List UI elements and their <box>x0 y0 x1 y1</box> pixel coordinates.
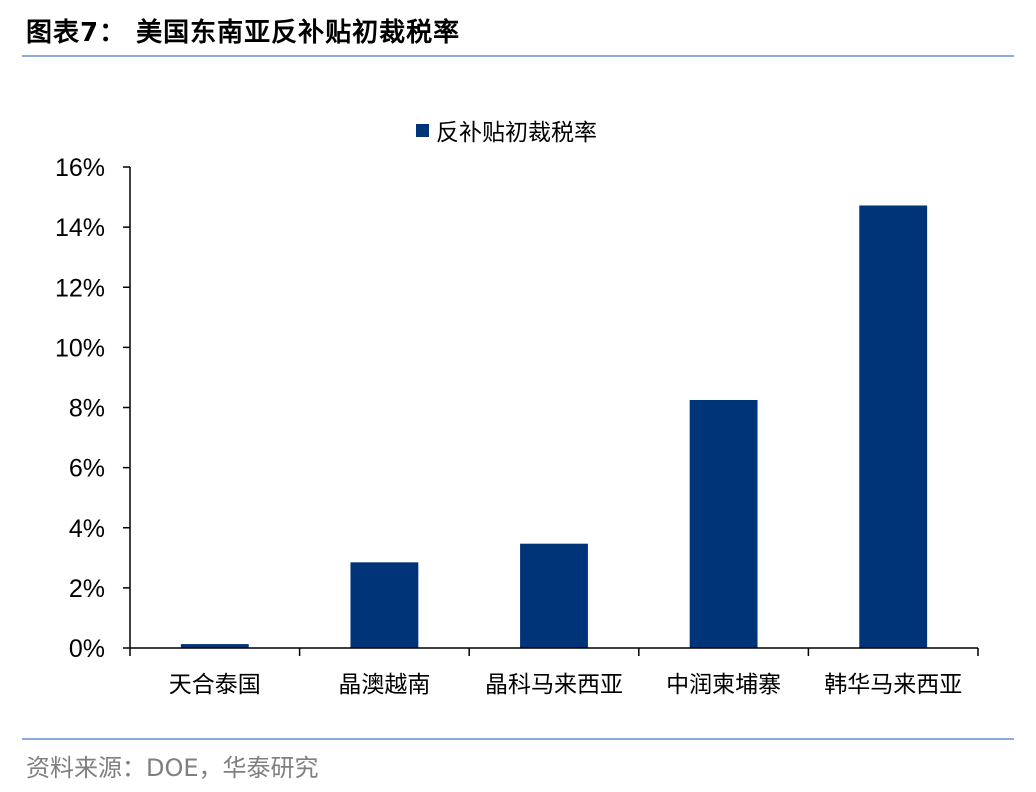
y-tick-label: 6% <box>69 455 105 483</box>
bar <box>520 543 588 648</box>
chart-legend: 反补贴初裁税率 <box>416 120 597 146</box>
source-note: 资料来源：DOE，华泰研究 <box>26 754 319 782</box>
x-axis-ticks <box>129 648 979 656</box>
legend-label: 反补贴初裁税率 <box>436 120 597 146</box>
figure-title: 图表7： 美国东南亚反补贴初裁税率 <box>26 18 461 48</box>
y-tick-label: 0% <box>69 635 105 663</box>
x-category-label: 中润柬埔寨 <box>666 672 781 698</box>
y-tick-label: 12% <box>55 274 105 302</box>
x-category-label: 韩华马来西亚 <box>824 672 962 698</box>
bar-series <box>180 205 928 649</box>
x-axis-labels: 天合泰国 晶澳越南 晶科马来西亚 中润柬埔寨 韩华马来西亚 <box>169 672 962 698</box>
bar <box>180 644 249 648</box>
footer-divider <box>22 738 1014 740</box>
bar <box>350 562 419 648</box>
y-tick-label: 2% <box>69 575 105 603</box>
bar <box>859 205 928 649</box>
y-tick-label: 16% <box>55 154 105 182</box>
bar <box>689 399 758 648</box>
title-divider <box>22 55 1014 57</box>
y-tick-label: 14% <box>55 214 105 242</box>
legend-swatch <box>416 124 429 137</box>
x-category-label: 天合泰国 <box>169 672 261 698</box>
x-category-label: 晶澳越南 <box>338 672 430 698</box>
y-tick-label: 8% <box>69 395 105 423</box>
y-tick-label: 4% <box>69 515 105 543</box>
bar-chart: 反补贴初裁税率 0% 2% 4% 6% 8% 10% 12% 14% 16% 天合泰国 晶澳越南 晶… <box>55 120 979 698</box>
x-category-label: 晶科马来西亚 <box>485 672 623 698</box>
y-tick-label: 10% <box>55 334 105 362</box>
y-axis-ticks: 0% 2% 4% 6% 8% 10% 12% 14% 16% <box>55 154 130 663</box>
